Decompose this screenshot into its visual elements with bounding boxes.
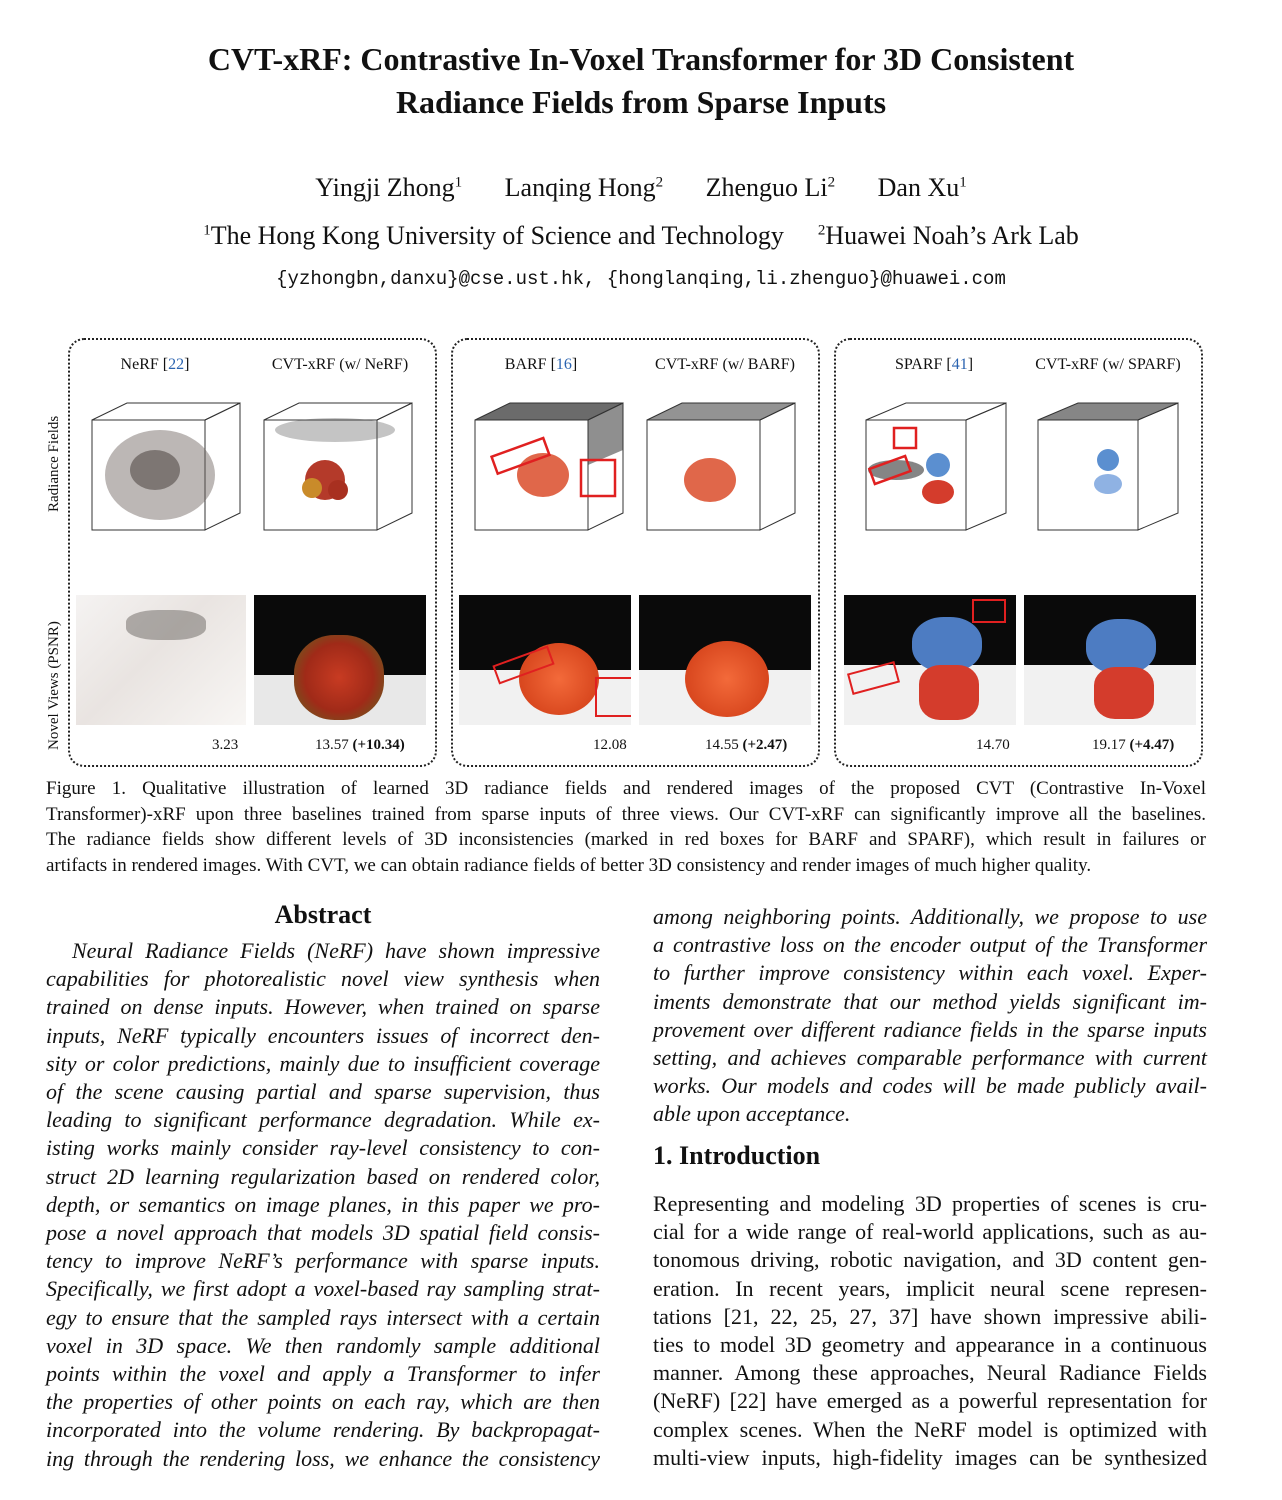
author: Yingji Zhong1 bbox=[315, 173, 463, 202]
sparf-render-image bbox=[844, 595, 1016, 725]
inconsistency-box bbox=[867, 454, 913, 486]
author-list: Yingji Zhong1 Lanqing Hong2 Zhenguo Li2 … bbox=[0, 173, 1282, 203]
inconsistency-box bbox=[579, 458, 617, 498]
radiance-field-cubes bbox=[474, 402, 796, 531]
cvt-barf-cube bbox=[646, 402, 796, 531]
cvt-nerf-cube bbox=[263, 402, 413, 531]
figure-caption: Figure 1. Qualitative illustration of le… bbox=[46, 778, 1206, 876]
paper-title: CVT-xRF: Contrastive In-Voxel Transforme… bbox=[0, 38, 1282, 124]
cvt-nerf-psnr: 13.57 (+10.34) bbox=[315, 737, 405, 753]
figure-panel-barf: BARF [16] CVT-xRF (w/ BARF) 12.08 14.55 bbox=[451, 338, 820, 767]
affiliation-2: Huawei Noah’s Ark Lab bbox=[825, 221, 1079, 250]
radiance-field-cubes bbox=[91, 402, 413, 531]
cvt-barf-psnr: 14.55 (+2.47) bbox=[705, 737, 788, 753]
panel-left-title: NeRF [22] bbox=[120, 356, 190, 373]
author: Dan Xu1 bbox=[877, 173, 967, 202]
figure-panel-sparf: SPARF [41] CVT-xRF (w/ SPARF) 1 bbox=[834, 338, 1203, 767]
abstract-right-column: among neighboring points. Additionally, … bbox=[653, 904, 1207, 1127]
introduction-heading: 1. Introduction bbox=[653, 1141, 821, 1170]
row-label-novel-views: Novel Views (PSNR) bbox=[46, 621, 62, 750]
author: Zhenguo Li2 bbox=[705, 173, 836, 202]
panel-right-title: CVT-xRF (w/ NeRF) bbox=[271, 356, 409, 373]
panel-left-title: BARF [16] bbox=[504, 356, 578, 373]
paper-title-line-1: CVT-xRF: Contrastive In-Voxel Transforme… bbox=[207, 41, 1075, 77]
cvt-sparf-render-image bbox=[1024, 595, 1196, 725]
sparf-psnr: 14.70 bbox=[976, 737, 1010, 753]
barf-psnr: 12.08 bbox=[593, 737, 627, 753]
radiance-field-cubes bbox=[865, 402, 1179, 531]
figure-panel-nerf: NeRF [22] CVT-xRF (w/ NeRF) 3.23 13.57 (… bbox=[68, 338, 437, 767]
abstract-left-column: Neural Radiance Fields (NeRF) have shown… bbox=[46, 938, 600, 1471]
cvt-sparf-cube bbox=[1037, 402, 1179, 531]
nerf-render-image bbox=[76, 595, 246, 725]
nerf-psnr: 3.23 bbox=[212, 737, 239, 753]
panel-right-title: CVT-xRF (w/ SPARF) bbox=[1035, 356, 1181, 373]
nerf-cube bbox=[91, 402, 241, 531]
smurf-figure bbox=[926, 453, 950, 477]
cvt-nerf-render-image bbox=[254, 595, 426, 725]
affiliation-1: The Hong Kong University of Science and … bbox=[210, 221, 784, 250]
panel-left-title: SPARF [41] bbox=[894, 356, 974, 373]
paper-title-line-2: Radiance Fields from Sparse Inputs bbox=[395, 84, 887, 120]
panel-right-title: CVT-xRF (w/ BARF) bbox=[655, 356, 795, 373]
cvt-barf-render-image bbox=[639, 595, 811, 725]
affiliations: 1The Hong Kong University of Science and… bbox=[203, 221, 1079, 250]
inconsistency-box bbox=[892, 426, 918, 450]
introduction-text: Representing and modeling 3D properties … bbox=[653, 1191, 1207, 1470]
cvt-sparf-psnr: 19.17 (+4.47) bbox=[1092, 737, 1175, 753]
author-emails: {yzhongbn,danxu}@cse.ust.hk, {honglanqin… bbox=[276, 268, 1006, 290]
barf-pumpkin bbox=[517, 453, 569, 497]
barf-render-image bbox=[459, 595, 631, 725]
row-label-radiance-fields: Radiance Fields bbox=[46, 415, 62, 512]
inconsistency-box bbox=[489, 436, 551, 476]
barf-cube bbox=[474, 402, 624, 531]
sparf-cube bbox=[865, 402, 1007, 531]
author: Lanqing Hong2 bbox=[504, 173, 664, 202]
abstract-heading: Abstract bbox=[274, 900, 372, 929]
